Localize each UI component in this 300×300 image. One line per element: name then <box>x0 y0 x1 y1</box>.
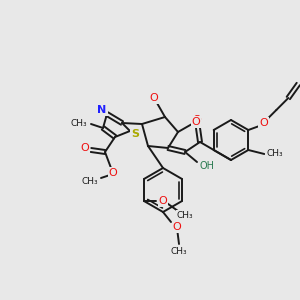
Text: O: O <box>81 143 89 153</box>
Text: S: S <box>131 129 139 139</box>
Text: O: O <box>259 118 268 128</box>
Text: CH₃: CH₃ <box>171 247 187 256</box>
Text: CH₃: CH₃ <box>266 149 283 158</box>
Text: O: O <box>172 222 182 232</box>
Text: O: O <box>109 168 117 178</box>
Text: O: O <box>159 196 167 206</box>
Text: O: O <box>192 117 200 127</box>
Text: OH: OH <box>200 161 214 171</box>
Text: CH₃: CH₃ <box>71 119 87 128</box>
Text: O: O <box>193 115 201 125</box>
Text: O: O <box>150 93 158 103</box>
Text: CH₃: CH₃ <box>82 178 98 187</box>
Text: CH₃: CH₃ <box>177 211 193 220</box>
Text: N: N <box>98 105 106 115</box>
